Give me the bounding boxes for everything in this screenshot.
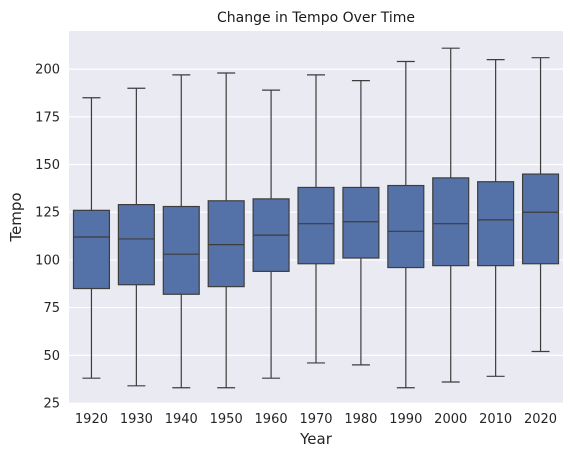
iqr-box-1930	[117, 204, 155, 286]
box-1970	[297, 74, 335, 364]
x-axis-label: Year	[299, 430, 333, 448]
x-tick-label-1960: 1960	[255, 412, 288, 427]
box-1980	[342, 79, 380, 366]
y-axis-label: Tempo	[7, 192, 25, 242]
y-tick-label-200: 200	[35, 63, 60, 78]
iqr-box-2020	[521, 173, 560, 265]
box-1940	[162, 74, 200, 389]
y-tick-label-125: 125	[35, 206, 60, 221]
iqr-box-1990	[387, 184, 425, 269]
x-tick-label-1950: 1950	[210, 412, 243, 427]
x-tick-label-2020: 2020	[524, 412, 557, 427]
y-tick-label-50: 50	[43, 349, 60, 364]
x-tick-label-1970: 1970	[299, 412, 332, 427]
x-tick-label-1940: 1940	[165, 412, 198, 427]
box-2020	[521, 57, 560, 353]
chart-title: Change in Tempo Over Time	[217, 10, 415, 26]
x-axis-ticks: 1920 1930 1940 1950 1960 1970 1980 1990 2000 2010…	[75, 412, 557, 427]
box-2010	[477, 59, 515, 377]
box-1950	[207, 72, 245, 389]
x-tick-label-2000: 2000	[434, 412, 467, 427]
y-tick-label-150: 150	[35, 158, 60, 173]
box-2000	[432, 47, 470, 383]
x-tick-label-1930: 1930	[120, 412, 153, 427]
iqr-box-2010	[477, 181, 515, 267]
iqr-box-1980	[342, 186, 380, 259]
iqr-box-1940	[162, 205, 200, 295]
y-axis-ticks: 25 50 75 100 125 150 175 200	[35, 63, 60, 412]
y-tick-label-175: 175	[35, 110, 60, 125]
x-tick-label-1980: 1980	[344, 412, 377, 427]
x-tick-label-2010: 2010	[479, 412, 512, 427]
box-1960	[252, 89, 290, 379]
box-1990	[387, 60, 425, 389]
iqr-box-1970	[297, 186, 335, 265]
iqr-box-1920	[72, 209, 111, 290]
iqr-box-1950	[207, 200, 245, 288]
y-tick-label-100: 100	[35, 253, 60, 268]
box-1930	[117, 87, 155, 387]
y-tick-label-75: 75	[43, 301, 60, 316]
box-1920	[72, 97, 111, 379]
x-tick-label-1990: 1990	[389, 412, 422, 427]
iqr-box-2000	[432, 177, 470, 267]
x-tick-label-1920: 1920	[75, 412, 108, 427]
box-series	[72, 47, 560, 389]
y-tick-label-25: 25	[43, 397, 60, 412]
